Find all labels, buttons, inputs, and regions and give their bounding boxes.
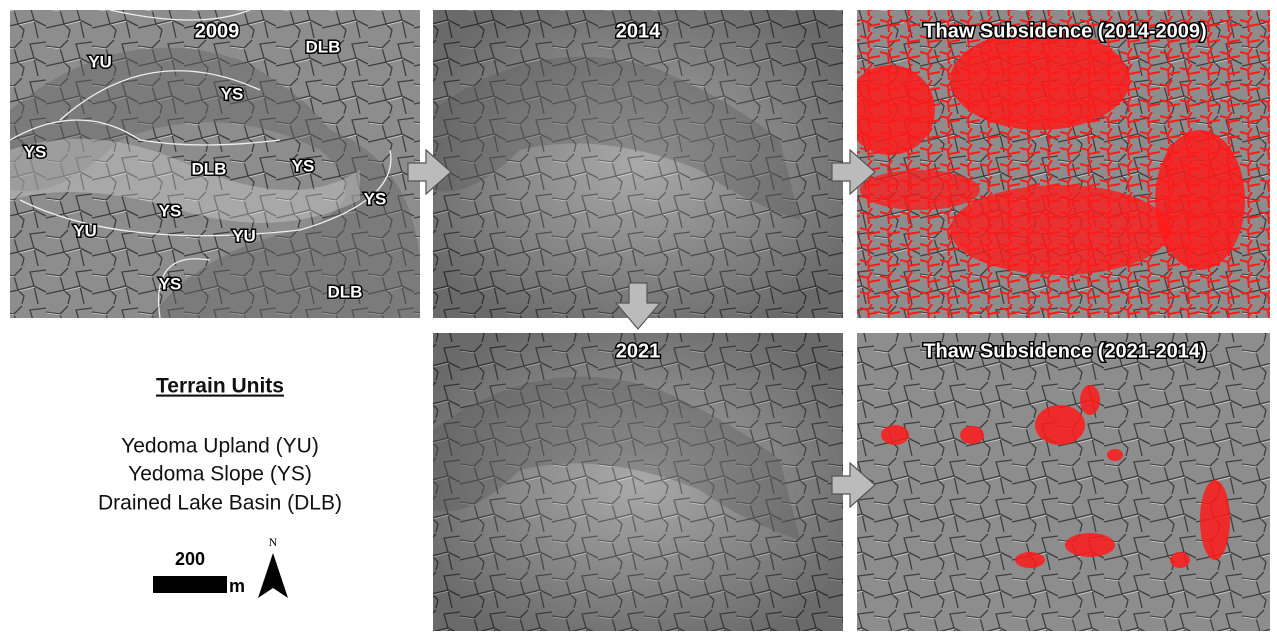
panel-title: 2009 [195,20,240,42]
terrain-label: DLB [192,159,227,178]
legend-item: Yedoma Slope (YS) [128,463,312,486]
panel-title: Thaw Subsidence (2021-2014) [923,340,1206,362]
scale-unit: m [229,576,245,596]
legend-item: Drained Lake Basin (DLB) [98,492,342,515]
north-arrow [258,553,288,598]
panel-diff-2014-2009 [845,10,1270,318]
terrain-label: YU [232,226,256,245]
panel-2021 [433,333,843,631]
terrain-label: YS [24,142,47,161]
panel-diff-2021-2014 [857,333,1270,631]
terrain-label: DLB [306,37,341,56]
figure: 2009 2014 Thaw Subsidence (2014-2009) 20… [0,0,1277,635]
panel-2014 [433,10,843,318]
legend-title: Terrain Units [156,375,284,398]
terrain-label: YU [73,221,97,240]
panel-title: Thaw Subsidence (2014-2009) [923,20,1206,42]
terrain-label: YS [221,84,244,103]
scale-bar [153,576,227,593]
panel-title: 2021 [616,340,661,362]
north-label: N [269,535,278,549]
terrain-label: YU [88,52,112,71]
terrain-label: DLB [328,282,363,301]
panel-title: 2014 [616,20,661,42]
terrain-label: YS [292,156,315,175]
scale-distance: 200 [175,549,205,569]
terrain-label: YS [159,274,182,293]
legend-item: Yedoma Upland (YU) [121,435,319,458]
terrain-label: YS [364,189,387,208]
terrain-label: YS [159,201,182,220]
